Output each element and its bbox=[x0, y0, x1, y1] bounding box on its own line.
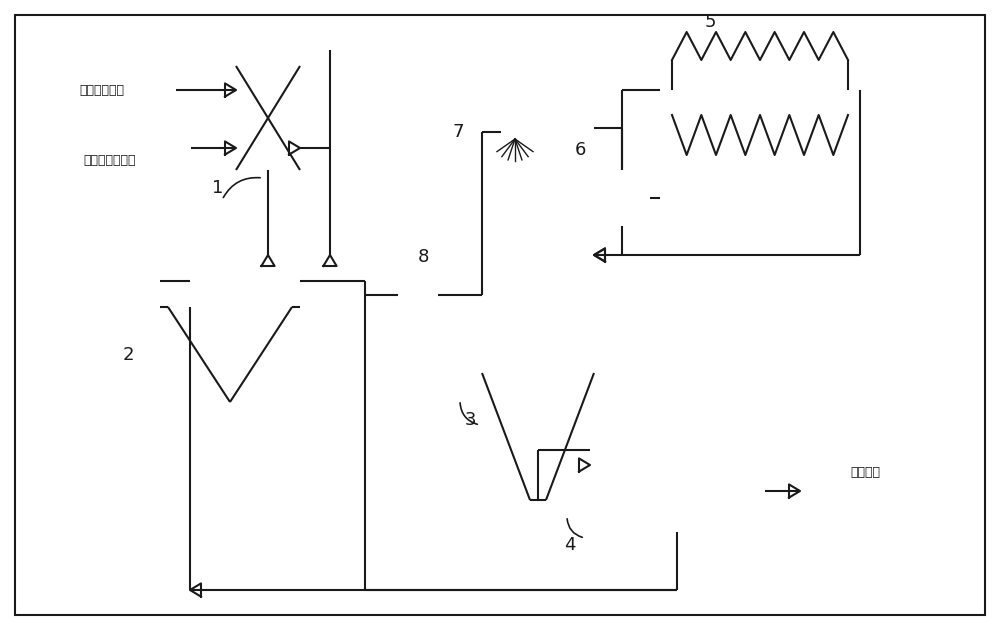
Bar bbox=[501, 125, 529, 139]
Text: 2: 2 bbox=[122, 346, 134, 364]
Text: 1: 1 bbox=[212, 179, 224, 197]
Text: 4: 4 bbox=[564, 536, 576, 554]
Bar bbox=[236, 66, 300, 170]
Bar bbox=[590, 450, 765, 532]
Text: 无机盐原料液: 无机盐原料液 bbox=[80, 83, 124, 97]
Bar bbox=[482, 108, 594, 373]
Bar bbox=[660, 90, 860, 180]
Text: 6: 6 bbox=[574, 141, 586, 159]
Text: 十水芒础: 十水芒础 bbox=[850, 466, 880, 480]
Text: 低础无机盐溶液: 低础无机盐溶液 bbox=[83, 155, 136, 167]
Text: 5: 5 bbox=[704, 13, 716, 31]
Text: 3: 3 bbox=[464, 411, 476, 429]
Bar bbox=[160, 255, 300, 307]
Bar bbox=[28, 143, 191, 179]
Text: 8: 8 bbox=[417, 248, 429, 266]
Bar bbox=[800, 455, 930, 491]
Text: 7: 7 bbox=[452, 123, 464, 141]
Bar bbox=[28, 72, 176, 108]
